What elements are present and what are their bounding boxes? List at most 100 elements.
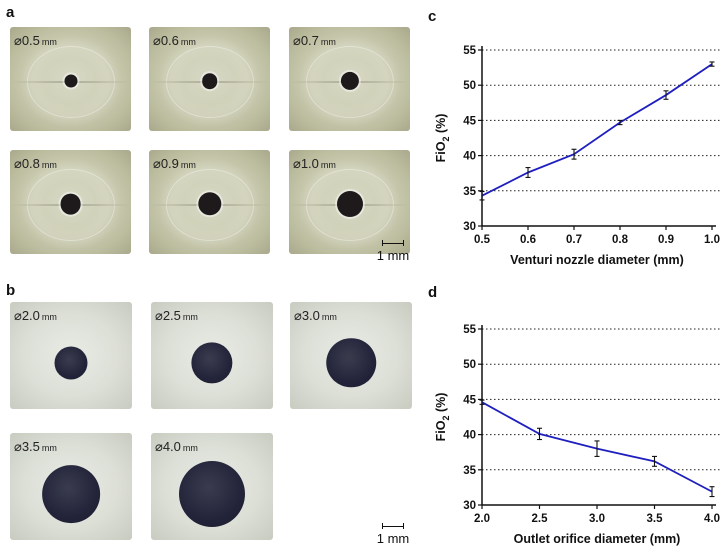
panel-label-c: c <box>428 8 436 25</box>
y-axis-title: FiO2 (%) <box>434 114 451 163</box>
orifice-disc <box>55 346 88 379</box>
y-tick-label: 45 <box>463 394 476 406</box>
x-tick-label: 2.5 <box>532 513 549 525</box>
diameter-unit: mm <box>322 312 337 322</box>
orifice-disc <box>326 338 376 388</box>
diameter-value: 0.6 <box>161 33 179 48</box>
nozzle-photo: ⌀0.9 mm <box>149 150 270 254</box>
scale-bar-line <box>382 523 404 529</box>
x-axis-title: Venturi nozzle diameter (mm) <box>510 253 684 267</box>
orifice-photo: ⌀3.0 mm <box>290 302 412 409</box>
y-axis-title-suffix: (%) <box>434 114 448 137</box>
diameter-label: ⌀0.7 mm <box>293 33 336 49</box>
orifice-photo: ⌀2.5 mm <box>151 302 273 409</box>
chart-fio2-vs-nozzle: 30 35 40 45 50 55 0.5 0.6 0.7 0.8 0.9 1.0 Venturi no… <box>425 26 723 274</box>
diameter-value: 0.8 <box>22 156 40 171</box>
y-axis-title-main: FiO <box>434 141 448 162</box>
diameter-unit: mm <box>42 312 57 322</box>
diameter-value: 4.0 <box>163 439 181 454</box>
orifice-disc <box>42 465 100 523</box>
chart-fio2-vs-orifice: 30 35 40 45 50 55 2.0 2.5 3.0 3.5 4.0 Outlet orific… <box>425 305 723 553</box>
diameter-symbol: ⌀ <box>294 308 302 323</box>
x-tick-label: 0.8 <box>612 234 629 246</box>
x-tick-label: 1.0 <box>704 234 720 246</box>
nozzle-photo: ⌀0.6 mm <box>149 27 270 131</box>
panel-label-a: a <box>6 4 14 21</box>
y-axis-title-main: FiO <box>434 420 448 441</box>
nozzle-hole <box>337 191 363 217</box>
orifice-photo: ⌀3.5 mm <box>10 433 132 540</box>
x-tick-label: 2.0 <box>474 513 490 525</box>
nozzle-photo: ⌀0.5 mm <box>10 27 131 131</box>
panel-label-d: d <box>428 284 437 301</box>
diameter-label: ⌀2.0 mm <box>14 308 57 324</box>
nozzle-photo: ⌀1.0 mm <box>289 150 410 254</box>
nozzle-hole <box>64 75 77 88</box>
orifice-photo: ⌀2.0 mm <box>10 302 132 409</box>
diameter-unit: mm <box>183 443 198 453</box>
diameter-unit: mm <box>42 37 57 47</box>
diameter-symbol: ⌀ <box>153 156 161 171</box>
y-tick-label: 35 <box>463 186 476 198</box>
diameter-value: 2.5 <box>163 308 181 323</box>
orifice-disc <box>179 461 245 527</box>
y-tick-label: 55 <box>463 324 476 336</box>
x-tick-label: 0.5 <box>474 234 491 246</box>
diameter-symbol: ⌀ <box>14 308 22 323</box>
x-tick-label: 0.9 <box>658 234 674 246</box>
diameter-symbol: ⌀ <box>155 308 163 323</box>
y-tick-label: 35 <box>463 465 476 477</box>
diameter-value: 0.7 <box>301 33 319 48</box>
nozzle-photo: ⌀0.8 mm <box>10 150 131 254</box>
diameter-value: 3.0 <box>302 308 320 323</box>
diameter-label: ⌀0.5 mm <box>14 33 57 49</box>
diameter-unit: mm <box>181 160 196 170</box>
scale-bar-label: 1 mm <box>377 248 410 263</box>
diameter-unit: mm <box>42 443 57 453</box>
y-tick-label: 30 <box>463 500 476 512</box>
diameter-label: ⌀3.5 mm <box>14 439 57 455</box>
diameter-label: ⌀3.0 mm <box>294 308 337 324</box>
x-tick-label: 0.7 <box>566 234 582 246</box>
x-tick-label: 4.0 <box>704 513 720 525</box>
diameter-unit: mm <box>321 37 336 47</box>
diameter-unit: mm <box>321 160 336 170</box>
diameter-symbol: ⌀ <box>155 439 163 454</box>
diameter-value: 1.0 <box>301 156 319 171</box>
diameter-label: ⌀0.6 mm <box>153 33 196 49</box>
diameter-symbol: ⌀ <box>14 439 22 454</box>
diameter-value: 0.5 <box>22 33 40 48</box>
diameter-unit: mm <box>183 312 198 322</box>
nozzle-hole <box>202 73 218 89</box>
x-tick-label: 0.6 <box>520 234 536 246</box>
y-tick-label: 40 <box>463 430 476 442</box>
x-axis-title: Outlet orifice diameter (mm) <box>514 532 681 546</box>
y-axis-title: FiO2 (%) <box>434 393 451 442</box>
x-tick-label: 3.0 <box>589 513 605 525</box>
diameter-unit: mm <box>42 160 57 170</box>
diameter-symbol: ⌀ <box>14 156 22 171</box>
diameter-symbol: ⌀ <box>14 33 22 48</box>
orifice-photo: ⌀4.0 mm <box>151 433 273 540</box>
y-tick-label: 30 <box>463 221 476 233</box>
panel-label-b: b <box>6 282 15 299</box>
diameter-symbol: ⌀ <box>153 33 161 48</box>
y-tick-label: 50 <box>463 359 476 371</box>
scale-bar-a: 1 mm <box>370 240 416 263</box>
diameter-value: 0.9 <box>161 156 179 171</box>
y-tick-label: 40 <box>463 151 476 163</box>
diameter-label: ⌀0.9 mm <box>153 156 196 172</box>
diameter-value: 3.5 <box>22 439 40 454</box>
diameter-symbol: ⌀ <box>293 33 301 48</box>
series-line <box>482 64 712 196</box>
diameter-unit: mm <box>181 37 196 47</box>
diameter-label: ⌀0.8 mm <box>14 156 57 172</box>
diameter-value: 2.0 <box>22 308 40 323</box>
nozzle-hole <box>60 194 81 215</box>
y-axis-title-suffix: (%) <box>434 393 448 416</box>
diameter-label: ⌀4.0 mm <box>155 439 198 455</box>
y-tick-label: 45 <box>463 115 476 127</box>
orifice-disc <box>191 342 232 383</box>
diameter-symbol: ⌀ <box>293 156 301 171</box>
diameter-label: ⌀2.5 mm <box>155 308 198 324</box>
